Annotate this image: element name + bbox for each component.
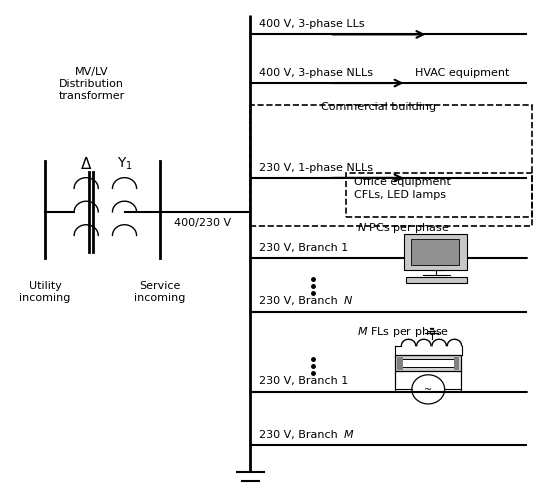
- Text: 230 V, Branch 1: 230 V, Branch 1: [258, 242, 348, 252]
- Text: Y$_1$: Y$_1$: [117, 156, 133, 172]
- Text: Office equipment: Office equipment: [354, 177, 451, 187]
- Text: $\Delta$: $\Delta$: [80, 156, 92, 172]
- Bar: [404, 234, 466, 271]
- Text: CFLs, LED lamps: CFLs, LED lamps: [354, 190, 447, 200]
- Bar: [406, 277, 466, 284]
- Text: $M$ FLs per phase: $M$ FLs per phase: [357, 325, 449, 339]
- Bar: [346, 174, 532, 217]
- Text: $N$ PCs per phase: $N$ PCs per phase: [357, 220, 450, 234]
- Text: 230 V, Branch 1: 230 V, Branch 1: [258, 376, 348, 386]
- Bar: [454, 357, 459, 370]
- Text: $N$: $N$: [343, 294, 354, 305]
- Text: 400 V, 3-phase LLs: 400 V, 3-phase LLs: [258, 19, 364, 29]
- Text: Commercial building: Commercial building: [321, 102, 437, 112]
- Text: Service
incoming: Service incoming: [134, 281, 186, 302]
- Text: 230 V, Branch: 230 V, Branch: [258, 429, 341, 439]
- Text: Utility
incoming: Utility incoming: [19, 281, 71, 302]
- Text: ~: ~: [424, 385, 432, 395]
- Text: MV/LV
Distribution
transformer: MV/LV Distribution transformer: [58, 67, 125, 101]
- Text: 400/230 V: 400/230 V: [174, 217, 231, 227]
- Text: 230 V, 1-phase NLLs: 230 V, 1-phase NLLs: [258, 162, 372, 172]
- Bar: [411, 240, 459, 265]
- Bar: [397, 357, 403, 370]
- Bar: [400, 360, 456, 368]
- Text: 400 V, 3-phase NLLs: 400 V, 3-phase NLLs: [258, 67, 372, 78]
- Text: 230 V, Branch: 230 V, Branch: [258, 296, 341, 305]
- Bar: [250, 106, 532, 227]
- Text: $M$: $M$: [343, 427, 355, 439]
- Text: HVAC equipment: HVAC equipment: [415, 67, 509, 78]
- Bar: [395, 356, 461, 372]
